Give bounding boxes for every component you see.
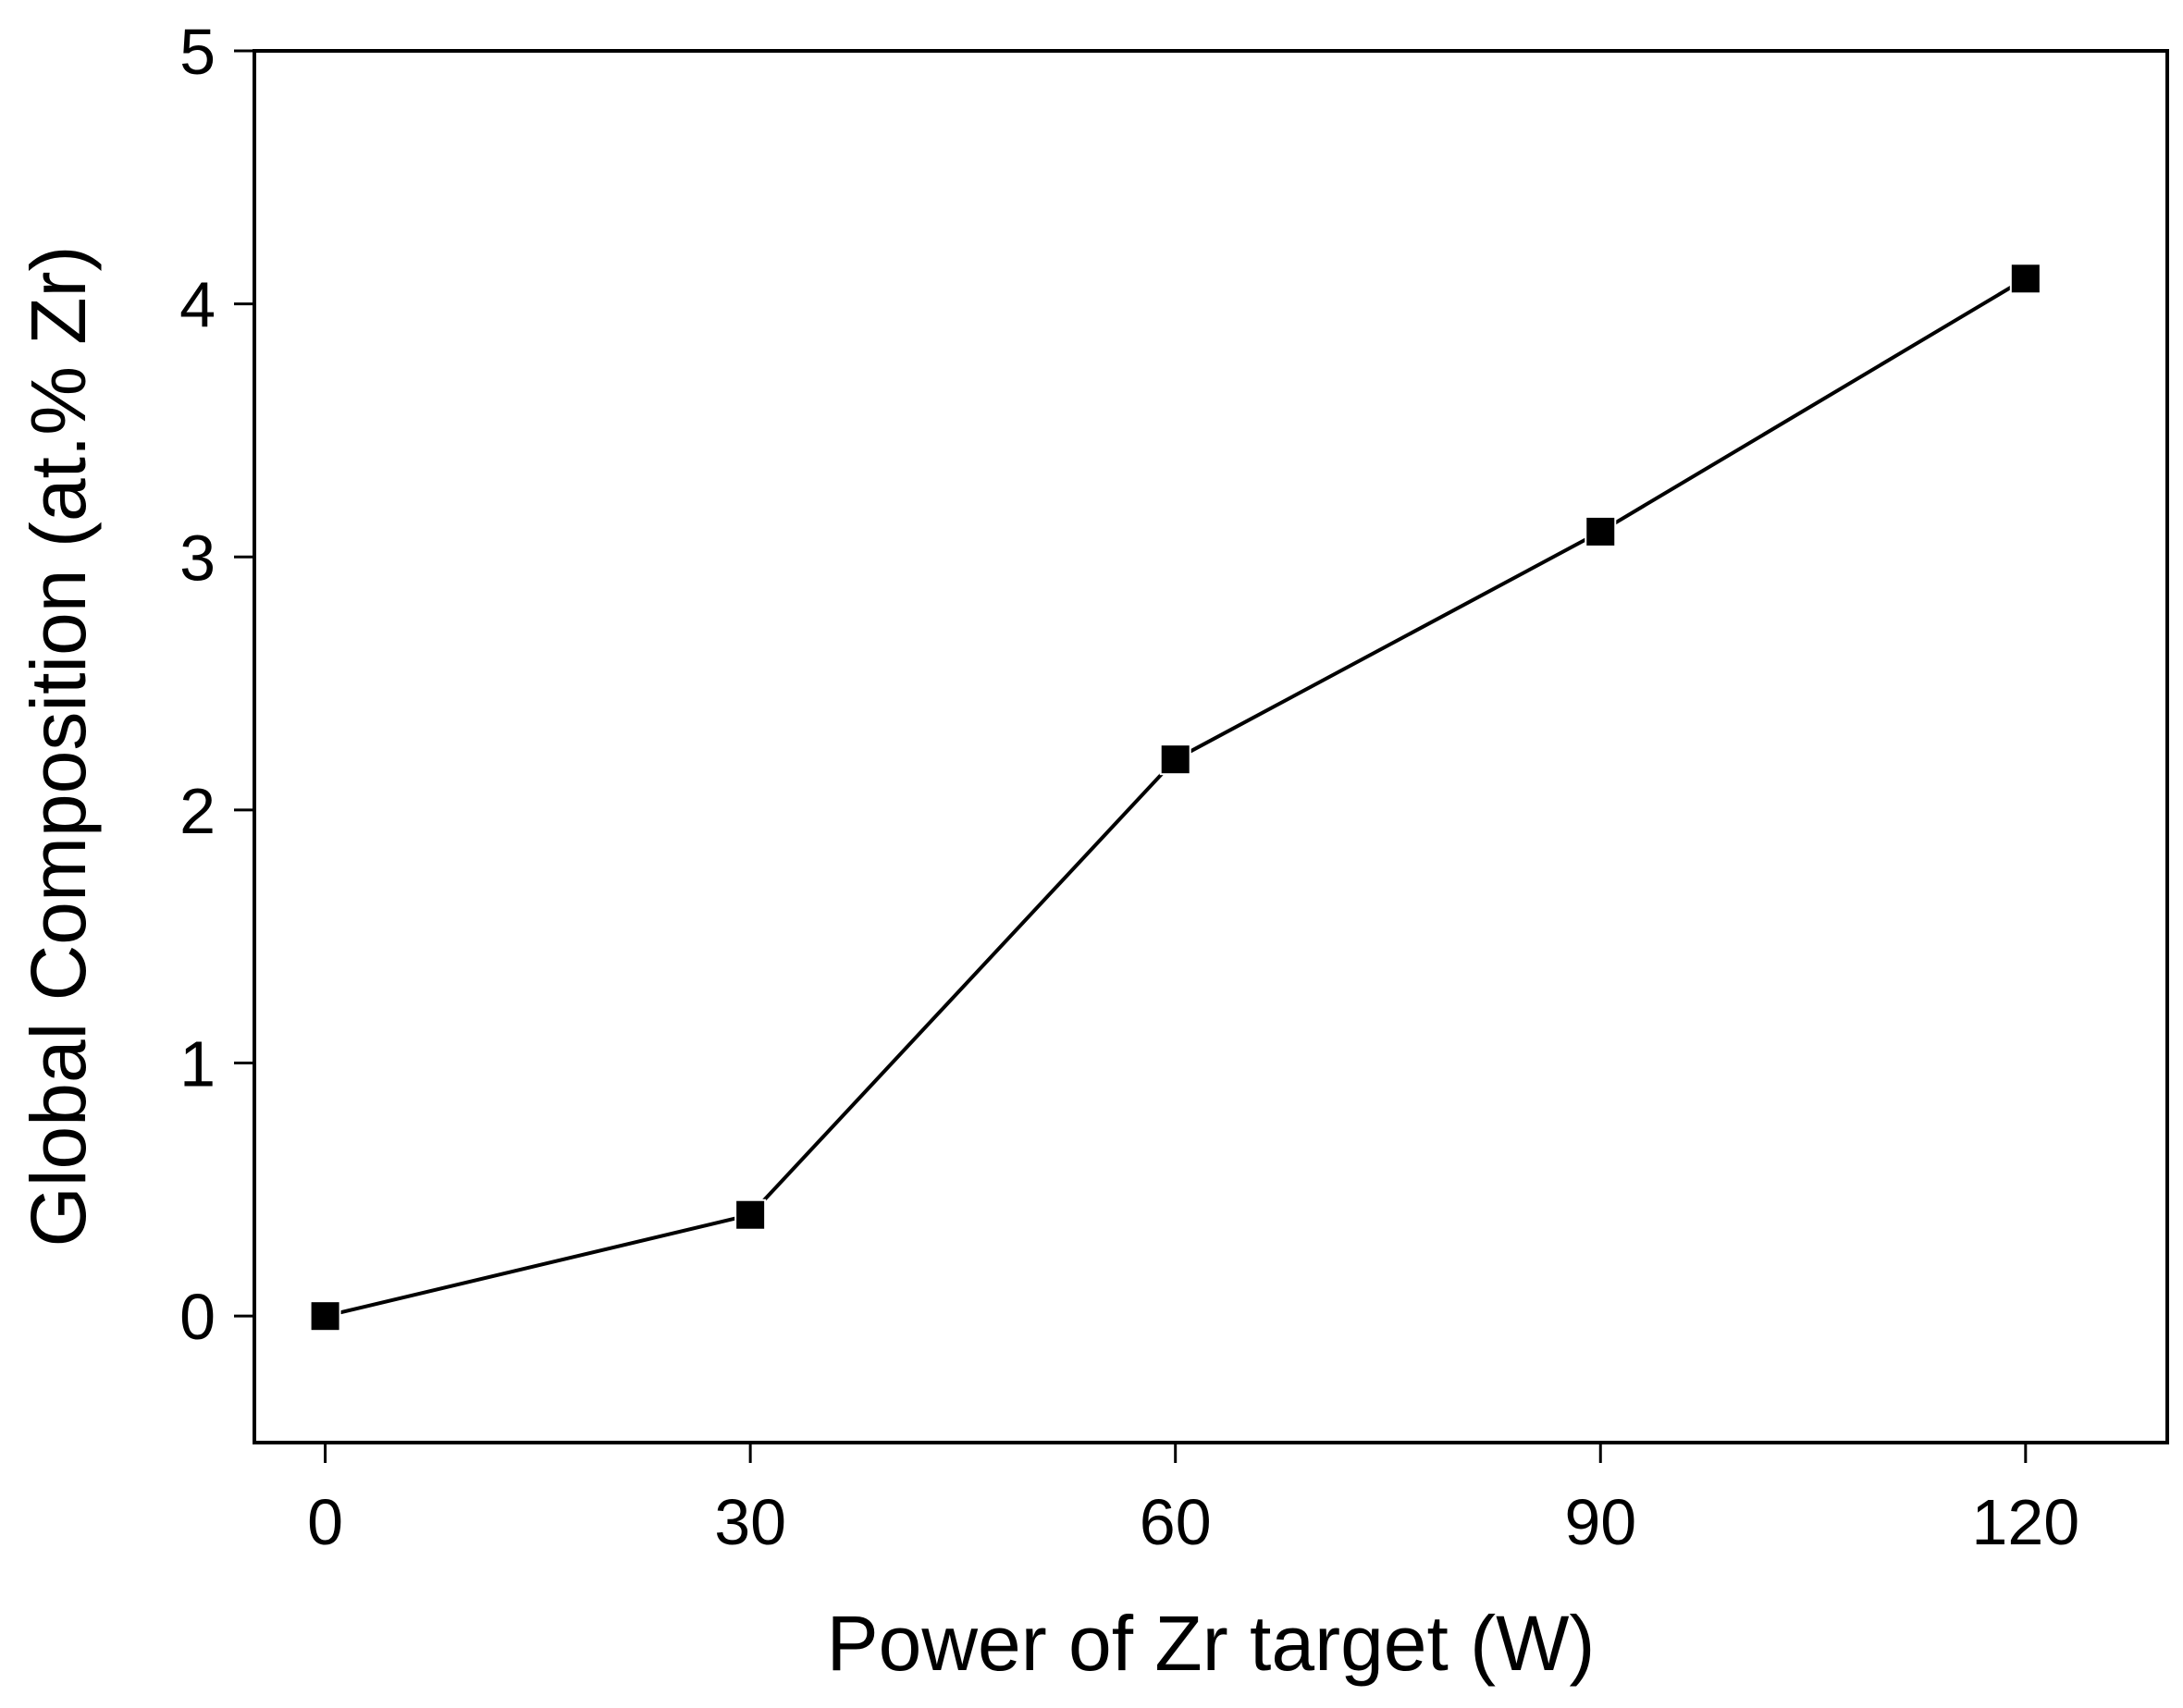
series-layer [309,263,2041,1333]
y-tick-label: 4 [179,269,216,341]
data-point-marker [1159,743,1191,776]
data-point-marker [1585,515,1617,547]
y-axis-ticks: 0 1 2 3 4 5 [179,16,254,1353]
x-tick-label: 0 [307,1486,343,1558]
y-tick-label: 2 [179,775,216,847]
plot-frame [253,49,2169,1444]
series-line [325,276,2027,1319]
x-tick-label: 60 [1140,1486,1212,1558]
data-point-marker [2009,263,2041,295]
y-tick-label: 5 [179,16,216,88]
x-axis-ticks: 0 30 60 90 120 [307,1443,2079,1558]
x-tick-label: 30 [714,1486,786,1558]
data-point-marker [309,1300,341,1333]
x-tick-label: 90 [1564,1486,1636,1558]
y-tick-label: 3 [179,522,216,594]
x-tick-label: 120 [1971,1486,2079,1558]
x-axis-title: Power of Zr target (W) [827,1600,1596,1687]
y-tick-label: 0 [179,1281,216,1353]
data-point-marker [734,1198,767,1231]
y-axis-title: Global Composition (at.% Zr) [15,245,102,1247]
y-tick-label: 1 [179,1028,216,1100]
